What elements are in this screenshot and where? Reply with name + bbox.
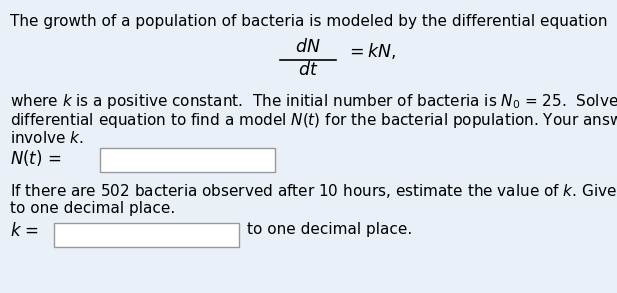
Text: to one decimal place.: to one decimal place. [10,201,175,216]
Text: $\mathit{k}$ =: $\mathit{k}$ = [10,222,39,240]
Text: $= kN,$: $= kN,$ [346,41,396,61]
Text: If there are 502 bacteria observed after 10 hours, estimate the value of $\mathi: If there are 502 bacteria observed after… [10,182,617,201]
Text: $N(t)$ =: $N(t)$ = [10,148,61,168]
Bar [100,148,275,172]
Text: $\mathregular{dN}$: $\mathregular{dN}$ [295,38,321,56]
Text: where $\mathit{k}$ is a positive constant.  The initial number of bacteria is $N: where $\mathit{k}$ is a positive constan… [10,92,617,111]
Bar [54,223,239,247]
Text: involve $\mathit{k}$.: involve $\mathit{k}$. [10,130,84,146]
Text: differential equation to find a model $N(t)$ for the bacterial population. Your : differential equation to find a model $N… [10,111,617,130]
Text: to one decimal place.: to one decimal place. [247,222,412,237]
Text: The growth of a population of bacteria is modeled by the differential equation: The growth of a population of bacteria i… [10,14,608,29]
Text: $\mathregular{dt}$: $\mathregular{dt}$ [298,61,318,79]
